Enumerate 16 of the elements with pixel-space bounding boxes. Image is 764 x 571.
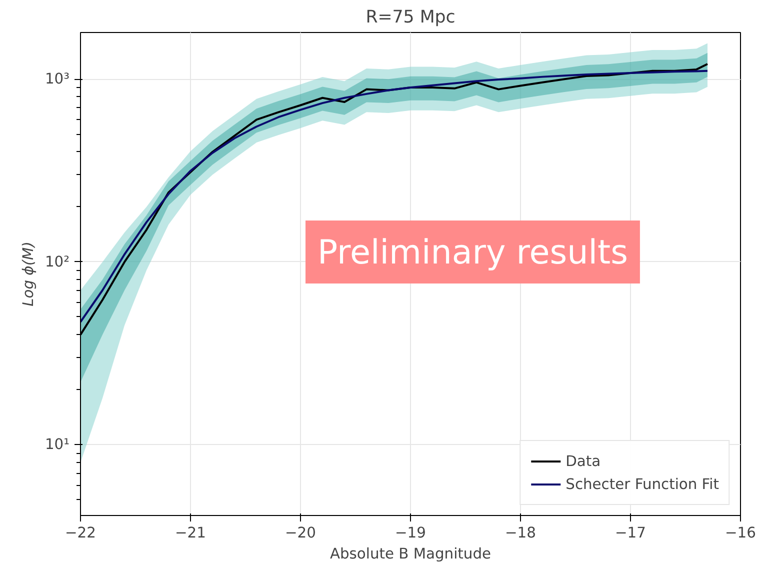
- x-tick-label: −19: [395, 524, 426, 542]
- x-tick-label: −21: [175, 524, 206, 542]
- x-tick-label: −20: [285, 524, 316, 542]
- y-axis-title: Log ϕ(M): [20, 242, 37, 306]
- x-tick-label: −17: [615, 524, 646, 542]
- x-tick-label: −22: [65, 524, 96, 542]
- y-tick-label: 10²: [44, 253, 70, 270]
- chart-title: R=75 Mpc: [366, 8, 456, 28]
- annotation: Preliminary results: [318, 232, 628, 272]
- legend-label: Data: [566, 452, 601, 470]
- x-tick-label: −18: [505, 524, 536, 542]
- y-tick-label: 10¹: [44, 436, 70, 454]
- x-tick-label: −16: [725, 524, 756, 542]
- x-axis-title: Absolute B Magnitude: [330, 546, 492, 562]
- y-tick-label: 10³: [44, 70, 70, 88]
- legend-label: Schecter Function Fit: [566, 476, 719, 492]
